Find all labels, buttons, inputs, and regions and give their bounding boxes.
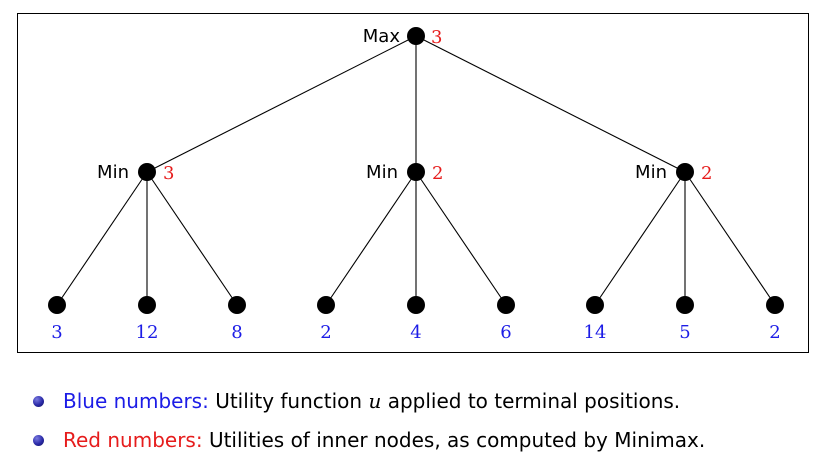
terminal-value: 8 [231,322,242,343]
max-node [407,27,425,45]
min-node [407,163,425,181]
terminal-node [407,296,425,314]
terminal-value: 12 [136,322,159,343]
terminal-value: 3 [51,322,62,343]
bullet-icon [33,435,44,446]
min-value: 2 [432,163,443,184]
game-tree-frame: Max 3 Min 3 3 12 8 Min 2 2 4 6 Min 2 14 5 2 [17,13,809,353]
terminal-value: 4 [410,322,421,343]
terminal-node [676,296,694,314]
min-node [138,163,156,181]
terminal-node [138,296,156,314]
terminal-node [228,296,246,314]
legend-blue-post: applied to terminal positions. [387,389,681,413]
terminal-node [48,296,66,314]
min-label: Min [366,162,398,183]
terminal-node [586,296,604,314]
legend-item-red: Red numbers: Utilities of inner nodes, a… [33,421,705,460]
terminal-node [766,296,784,314]
tree-edge [56,171,148,306]
terminal-value: 6 [500,322,511,343]
tree-edge [594,171,686,306]
min-label: Min [635,162,667,183]
max-label: Max [363,26,401,47]
legend-red-title: Red numbers: [63,428,203,452]
min-value: 3 [163,163,174,184]
terminal-value: 5 [679,322,690,343]
tree-edge [684,171,776,306]
min-value: 2 [701,163,712,184]
tree-edge [146,35,417,173]
legend-list: Blue numbers: Utility function u applied… [33,382,705,460]
game-tree: Max 3 Min 3 3 12 8 Min 2 2 4 6 Min 2 14 5 2 [48,26,784,343]
min-node [676,163,694,181]
terminal-value: 2 [320,322,331,343]
tree-edge [415,171,507,306]
legend-blue-pre: Utility function [215,389,363,413]
tree-edge [415,35,686,173]
terminal-value: 2 [769,322,780,343]
tree-edge [146,171,238,306]
terminal-value: 14 [584,322,607,343]
terminal-node [317,296,335,314]
legend-red-text: Utilities of inner nodes, as computed by… [208,428,706,452]
utility-variable: u [368,389,382,413]
max-value: 3 [431,27,442,48]
min-label: Min [97,162,129,183]
legend-blue-title: Blue numbers: [63,389,209,413]
legend-item-blue: Blue numbers: Utility function u applied… [33,382,705,421]
tree-edge [325,171,417,306]
bullet-icon [33,396,44,407]
terminal-node [497,296,515,314]
